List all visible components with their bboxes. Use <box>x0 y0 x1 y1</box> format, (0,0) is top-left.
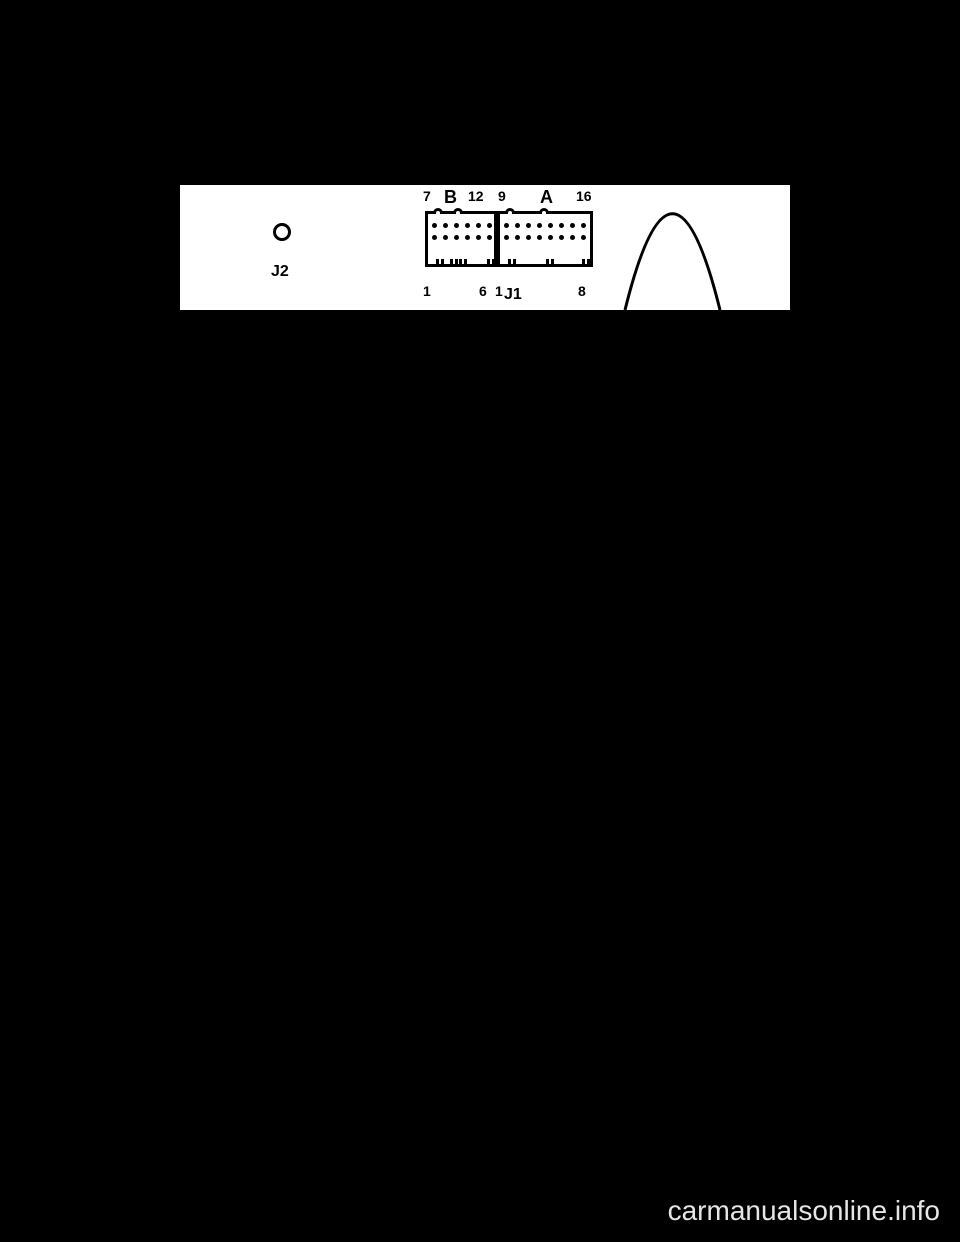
j1-label: J1 <box>504 286 522 304</box>
pin-number-label: 8 <box>578 283 586 299</box>
watermark-text: carmanualsonline.info <box>668 1195 940 1227</box>
pin-dot <box>581 235 586 240</box>
pin-dot <box>465 235 470 240</box>
pin-dot <box>476 235 481 240</box>
connector-notch <box>508 259 516 267</box>
section-b-label: B <box>444 187 457 208</box>
pin-dot <box>537 223 542 228</box>
connector-a <box>497 211 593 267</box>
pin-dot <box>559 223 564 228</box>
pin-dot <box>432 235 437 240</box>
connector-notch <box>546 259 554 267</box>
pin-number-label: 12 <box>468 188 484 204</box>
pin-dot <box>548 223 553 228</box>
connector-notch <box>582 259 590 267</box>
pin-dot <box>526 235 531 240</box>
pin-dot <box>515 235 520 240</box>
connector-top-bump <box>505 208 515 214</box>
pin-dot <box>443 235 448 240</box>
pin-dot <box>515 223 520 228</box>
connector-top-bump <box>433 208 443 214</box>
pin-number-label: 9 <box>498 188 506 204</box>
pin-dot <box>487 223 492 228</box>
pin-dot <box>537 235 542 240</box>
pin-number-label: 1 <box>423 283 431 299</box>
pin-dot <box>504 235 509 240</box>
pin-dot <box>432 223 437 228</box>
connector-notch <box>436 259 444 267</box>
connector-notch <box>459 259 467 267</box>
pin-number-label: 6 <box>479 283 487 299</box>
connector-notch <box>487 259 495 267</box>
section-a-label: A <box>540 187 553 208</box>
connector-notch <box>450 259 458 267</box>
pin-dot <box>454 223 459 228</box>
pin-number-label: 1 <box>495 283 503 299</box>
pin-number-label: 7 <box>423 188 431 204</box>
j2-label: J2 <box>271 263 289 281</box>
pin-dot <box>526 223 531 228</box>
pin-dot <box>443 223 448 228</box>
parabola-shape <box>620 200 725 310</box>
pin-dot <box>476 223 481 228</box>
pin-dot <box>465 223 470 228</box>
connector-top-bump <box>453 208 463 214</box>
pin-dot <box>581 223 586 228</box>
pin-number-label: 16 <box>576 188 592 204</box>
connector-top-bump <box>539 208 549 214</box>
pin-dot <box>570 235 575 240</box>
pin-dot <box>454 235 459 240</box>
pin-dot <box>570 223 575 228</box>
pin-dot <box>548 235 553 240</box>
pin-dot <box>504 223 509 228</box>
pin-dot <box>559 235 564 240</box>
diagram-panel: J2 B A J1 7121691618 <box>180 185 790 310</box>
pin-dot <box>487 235 492 240</box>
j2-connector-circle <box>273 223 291 241</box>
